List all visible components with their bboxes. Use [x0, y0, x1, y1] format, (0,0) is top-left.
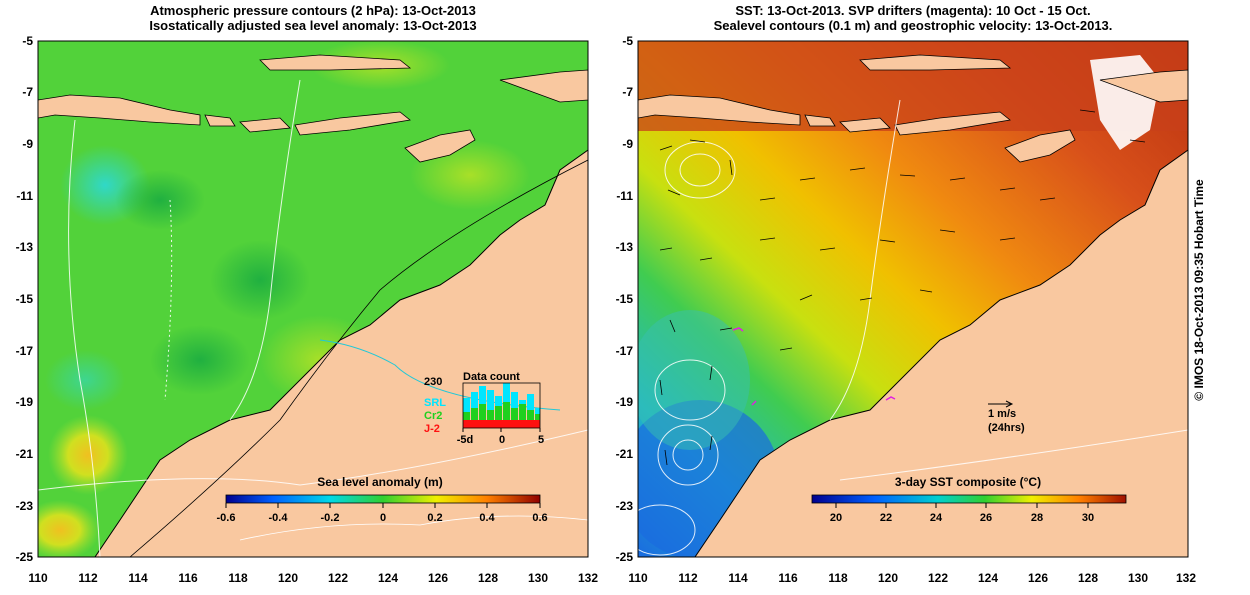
inset-label-srl: SRL: [424, 397, 446, 409]
sst-map: [638, 41, 1188, 557]
x-tick: 132: [578, 571, 598, 585]
australia-land: [94, 149, 588, 557]
left-y-axis: -5 -7 -9 -11 -13 -15 -17 -19 -21 -23 -25: [16, 34, 34, 564]
y-tick: -23: [16, 499, 34, 513]
y-tick: -23: [616, 499, 634, 513]
sst-tick: 24: [930, 512, 943, 524]
x-tick: 128: [478, 571, 498, 585]
svp-drifters: [732, 327, 896, 406]
y-tick: -11: [16, 189, 33, 203]
y-tick: -13: [16, 240, 34, 254]
x-tick: 122: [928, 571, 948, 585]
y-tick: -17: [616, 344, 634, 358]
sst-colorbar-title: 3-day SST composite (°C): [895, 475, 1041, 489]
x-tick: 112: [678, 571, 698, 585]
sla-tick: -0.6: [217, 512, 236, 524]
x-tick: 128: [1078, 571, 1098, 585]
left-title-line2: Isostatically adjusted sea level anomaly…: [149, 18, 476, 33]
y-tick: -19: [16, 395, 34, 409]
y-tick: -17: [16, 344, 34, 358]
x-tick: 114: [128, 571, 148, 585]
scale-label-speed: 1 m/s: [988, 408, 1016, 420]
java-land: [38, 94, 201, 126]
x-tick: 118: [828, 571, 848, 585]
y-tick: -5: [22, 34, 33, 48]
x-tick: 112: [78, 571, 98, 585]
x-tick: 116: [178, 571, 198, 585]
sst-tick: 28: [1031, 512, 1043, 524]
y-tick: -19: [616, 395, 634, 409]
inset-label-cr2: Cr2: [424, 410, 442, 422]
y-tick: -13: [616, 240, 634, 254]
australia-land-sst: [694, 149, 1188, 557]
x-tick: 124: [978, 571, 998, 585]
y-tick: -25: [16, 550, 34, 564]
inset-xtick: 5: [538, 434, 544, 446]
x-tick: 126: [428, 571, 448, 585]
sla-tick: 0: [380, 512, 386, 524]
credit-container: © IMOS 18-Oct-2013 09:35 Hobart Time: [1192, 179, 1206, 400]
sla-map: [38, 41, 588, 557]
sst-tick: 22: [880, 512, 892, 524]
sla-tick: 0.6: [532, 512, 547, 524]
right-x-axis: 110 112 114 116 118 120 122 124 126 128 …: [628, 571, 1196, 585]
imos-credit: © IMOS 18-Oct-2013 09:35 Hobart Time: [1192, 179, 1206, 401]
y-tick: -15: [616, 292, 634, 306]
sst-tick: 30: [1082, 512, 1094, 524]
inset-xtick: 0: [499, 434, 505, 446]
y-tick: -21: [616, 447, 634, 461]
left-title-line1: Atmospheric pressure contours (2 hPa): 1…: [150, 3, 476, 18]
x-tick: 126: [1028, 571, 1048, 585]
y-tick: -7: [22, 85, 33, 99]
x-tick: 124: [378, 571, 398, 585]
scale-label-period: (24hrs): [988, 422, 1025, 434]
y-tick: -5: [622, 34, 633, 48]
sla-colorbar: Sea level anomaly (m) -0.6 -0.4 -0.2 0 0…: [217, 475, 548, 524]
timor-land: [404, 129, 476, 163]
sla-colorbar-title: Sea level anomaly (m): [317, 475, 442, 489]
inset-bars: [462, 382, 541, 432]
inset-title: Data count: [463, 371, 520, 383]
y-tick: -21: [16, 447, 34, 461]
right-title-line1: SST: 13-Oct-2013. SVP drifters (magenta)…: [735, 3, 1090, 18]
data-count-inset: Data count 230: [424, 371, 544, 446]
x-tick: 120: [878, 571, 898, 585]
x-tick: 114: [728, 571, 748, 585]
x-tick: 110: [628, 571, 648, 585]
y-tick: -9: [622, 137, 633, 151]
inset-label-j2: J-2: [424, 423, 440, 435]
y-tick: -11: [616, 189, 633, 203]
left-x-axis: 110 112 114 116 118 120 122 124 126 128 …: [28, 571, 598, 585]
sla-tick: 0.2: [427, 512, 442, 524]
velocity-scale: 1 m/s (24hrs): [988, 400, 1025, 434]
sst-tick: 20: [830, 512, 842, 524]
x-tick: 122: [328, 571, 348, 585]
x-tick: 116: [778, 571, 798, 585]
left-map-frame: [37, 40, 589, 558]
x-tick: 130: [528, 571, 548, 585]
y-tick: -15: [16, 292, 34, 306]
velocity-arrows: [659, 109, 1146, 466]
inset-max-label: 230: [424, 376, 442, 388]
sst-colorbar: 3-day SST composite (°C) 20 22 24 26 28 …: [811, 475, 1127, 524]
sst-tick: 26: [980, 512, 992, 524]
x-tick: 120: [278, 571, 298, 585]
x-tick: 118: [228, 571, 248, 585]
y-tick: -25: [616, 550, 634, 564]
right-title-line2: Sealevel contours (0.1 m) and geostrophi…: [714, 18, 1113, 33]
y-tick: -9: [22, 137, 33, 151]
x-tick: 132: [1176, 571, 1196, 585]
sla-tick: 0.4: [479, 512, 495, 524]
y-tick: -7: [622, 85, 633, 99]
sla-tick: -0.4: [269, 512, 289, 524]
right-y-axis: -5 -7 -9 -11 -13 -15 -17 -19 -21 -23 -25: [616, 34, 634, 564]
inset-xtick: -5d: [457, 434, 474, 446]
right-map-frame: [637, 40, 1189, 558]
x-tick: 130: [1128, 571, 1148, 585]
x-tick: 110: [28, 571, 48, 585]
sla-tick: -0.2: [321, 512, 340, 524]
